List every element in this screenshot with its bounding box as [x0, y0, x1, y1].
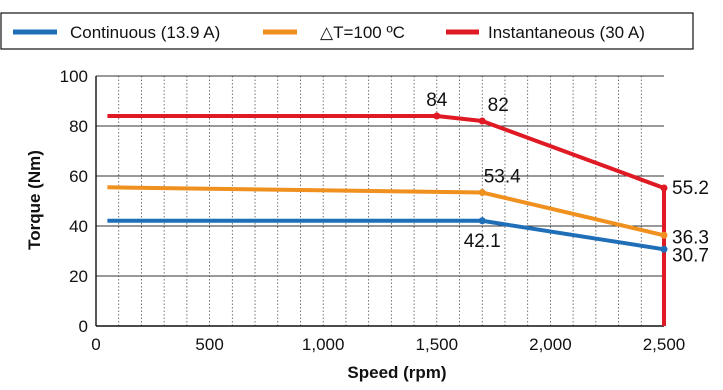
- axes: 0 20 40 60 80 100 0 500 1,000 1,500 2,000 2,500: [60, 67, 686, 354]
- x-tick-label: 500: [195, 335, 223, 354]
- y-tick-label: 60: [69, 167, 88, 186]
- data-point-marker: [478, 217, 486, 225]
- x-tick-label: 1,500: [416, 335, 459, 354]
- data-label: 53.4: [484, 167, 521, 188]
- y-tick-label: 80: [69, 117, 88, 136]
- grid: [96, 75, 664, 326]
- data-labels: 84 82 53.4 42.1 55.2 36.330.7: [426, 90, 709, 266]
- x-axis-title: Speed (rpm): [347, 363, 446, 382]
- data-label: 55.2: [672, 178, 709, 199]
- legend: Continuous (13.9 A) △T=100 ºC Instantaneou…: [0, 12, 694, 50]
- data-point-marker: [478, 189, 486, 196]
- data-label: 42.1: [464, 231, 501, 252]
- series-line-1: [107, 185, 665, 238]
- series-line-0: [107, 218, 665, 252]
- x-tick-label: 2,500: [643, 335, 686, 354]
- data-point-marker: [478, 117, 486, 125]
- data-point-marker: [660, 184, 668, 192]
- x-tick-label: 2,000: [529, 335, 572, 354]
- y-tick-label: 0: [79, 317, 88, 336]
- y-tick-label: 100: [60, 67, 88, 86]
- data-label: 36.3: [672, 227, 709, 248]
- data-point-marker: [660, 231, 668, 239]
- legend-entry-0: Continuous (13.9 A): [70, 23, 220, 42]
- series-layer: [107, 112, 668, 326]
- data-point-marker: [433, 112, 441, 120]
- legend-entry-1: △T=100 ºC: [320, 23, 405, 42]
- data-label: 84: [426, 90, 448, 111]
- data-point-marker: [660, 245, 668, 253]
- data-label: 30.7: [672, 245, 709, 266]
- x-tick-label: 0: [91, 335, 100, 354]
- y-tick-label: 20: [69, 267, 88, 286]
- legend-entry-2: Instantaneous (30 A): [488, 23, 645, 42]
- data-label: 82: [488, 95, 509, 116]
- y-tick-label: 40: [69, 217, 88, 236]
- legend-box: [0, 12, 694, 50]
- x-tick-label: 1,000: [302, 335, 345, 354]
- y-axis-title: Torque (Nm): [25, 150, 44, 250]
